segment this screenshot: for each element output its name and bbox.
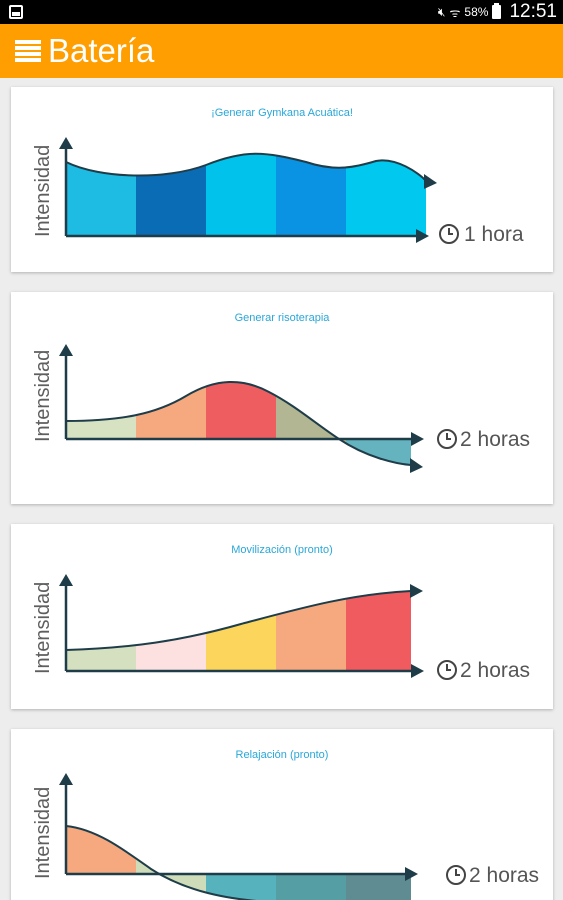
card-relajacion[interactable]: Relajación (pronto) Intensidad 2 horas [11, 729, 553, 900]
intensity-curve [65, 825, 258, 900]
chart-segment [276, 826, 346, 900]
duration-label: 2 horas [460, 659, 530, 682]
chart-segment [66, 826, 136, 900]
intensity-curve [65, 590, 412, 651]
y-axis-arrow [59, 344, 73, 356]
card-title: Relajación (pronto) [235, 749, 329, 761]
clock-icon [446, 865, 466, 885]
x-axis-arrow [405, 867, 418, 881]
y-axis-arrow [59, 773, 73, 785]
intensity-curve [65, 381, 412, 466]
chart-segment [206, 381, 276, 465]
clock-icon [439, 224, 459, 244]
chart-segment [66, 153, 136, 235]
intensity-chart: Intensidad 2 horas [32, 344, 530, 473]
y-axis-arrow [59, 574, 73, 586]
duration-label: 2 horas [460, 428, 530, 451]
clock-icon [437, 429, 457, 449]
chart-segment [136, 153, 206, 235]
app-title: Batería [48, 32, 155, 69]
chart-segment [136, 826, 206, 900]
chart-segment [346, 153, 426, 235]
chart-segment [346, 381, 411, 465]
app-bar: Batería [0, 24, 563, 78]
curve-arrow-head [424, 174, 437, 189]
card-gymkana[interactable]: ¡Generar Gymkana Acuática! Intensidad 1 … [11, 87, 553, 272]
intensity-curve [65, 152, 427, 182]
card-title: Generar risoterapia [234, 312, 330, 324]
chart-segment [66, 591, 136, 671]
battery-icon [492, 3, 502, 19]
chart-segment [206, 826, 276, 900]
chart-segment [346, 591, 411, 671]
intensity-chart: Intensidad 2 horas [32, 574, 530, 682]
mute-icon: 🔇︎ [437, 4, 446, 19]
y-axis-label: Intensidad [32, 582, 54, 674]
card-title: ¡Generar Gymkana Acuática! [211, 107, 353, 119]
battery-percent: 58% [464, 5, 489, 19]
y-axis-arrow [59, 137, 73, 149]
chart-segment [276, 153, 346, 235]
status-bar: 🔇︎ ᯤ 58% 12:51 [0, 0, 563, 24]
curve-arrow-head [410, 584, 423, 598]
curve-arrow-head [410, 458, 423, 473]
status-indicators: 🔇︎ ᯤ 58% 12:51 [438, 0, 557, 24]
card-risoterapia[interactable]: Generar risoterapia Intensidad 2 horas [11, 292, 553, 504]
duration-label: 2 horas [469, 864, 539, 887]
card-title: Movilización (pronto) [231, 544, 333, 556]
wifi-icon: ᯤ [449, 5, 461, 20]
duration-label: 1 hora [464, 223, 524, 246]
card-movilizacion[interactable]: Movilización (pronto) Intensidad 2 horas [11, 524, 553, 709]
y-axis-label: Intensidad [32, 350, 54, 442]
chart-segment [136, 591, 206, 671]
intensity-chart: Intensidad 2 horas [32, 773, 539, 900]
chart-segment [276, 591, 346, 671]
y-axis-label: Intensidad [32, 145, 54, 237]
intensity-chart: Intensidad 1 hora [32, 137, 524, 246]
menu-icon[interactable] [15, 40, 41, 62]
x-axis-arrow [411, 664, 424, 678]
clock-icon [437, 660, 457, 680]
y-axis-label: Intensidad [32, 787, 54, 879]
x-axis-arrow [416, 229, 429, 243]
chart-segment [346, 826, 411, 900]
chart-segment [276, 381, 346, 465]
gallery-notification-icon [9, 5, 23, 19]
chart-segment [66, 381, 136, 465]
x-axis-arrow [411, 432, 424, 446]
chart-segment [206, 153, 276, 235]
status-time: 12:51 [509, 1, 557, 22]
